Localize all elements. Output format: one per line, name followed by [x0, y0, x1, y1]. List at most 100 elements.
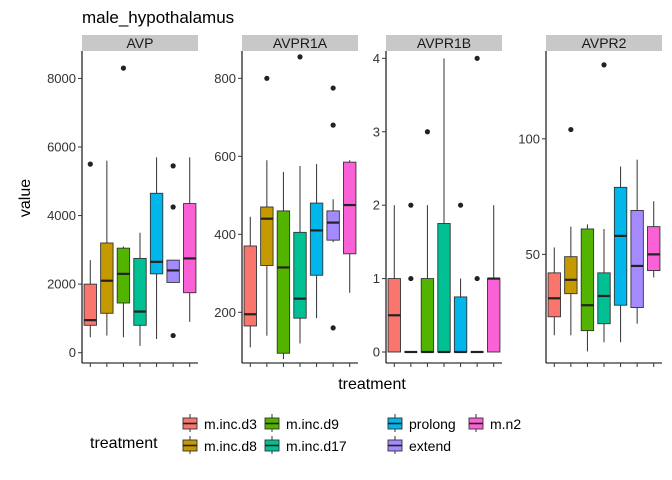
outlier-point: [474, 55, 480, 61]
outlier-point: [170, 163, 176, 169]
box-m-n2: [343, 160, 357, 367]
box-iqr: [83, 283, 97, 326]
facet-strip: [242, 35, 358, 51]
legend-label: m.inc.d9: [286, 416, 339, 432]
box-m-inc-d3: [243, 216, 257, 367]
y-tick-label: 400: [214, 227, 236, 242]
box-m-n2: [487, 205, 501, 367]
box-iqr: [100, 242, 114, 314]
box-m-inc-d17: [437, 58, 451, 367]
box-iqr: [547, 272, 561, 318]
box-m-inc-d8: [404, 202, 418, 367]
outlier-point: [120, 65, 127, 71]
box-iqr: [597, 272, 611, 325]
box-m-inc-d9: [580, 224, 595, 367]
box-iqr: [260, 206, 274, 266]
legend-label: m.inc.d8: [204, 438, 257, 454]
legend-label: prolong: [409, 416, 456, 432]
y-tick-label: 600: [214, 149, 236, 164]
box-iqr: [326, 210, 340, 241]
outlier-point: [568, 126, 574, 133]
legend-item-m-inc-d3: m.inc.d3: [182, 414, 257, 432]
outlier-point: [297, 54, 303, 60]
outlier-point: [474, 275, 480, 282]
box-m-inc-d9: [116, 65, 131, 367]
box-m-inc-d17: [597, 62, 611, 367]
outlier-point: [170, 332, 176, 339]
chart-title: male_hypothalamus: [82, 8, 234, 27]
box-m-inc-d8: [100, 160, 114, 367]
box-m-inc-d9: [276, 171, 291, 367]
outlier-point: [87, 161, 93, 167]
box-iqr: [564, 256, 578, 295]
box-m-inc-d3: [83, 161, 97, 367]
facet-strip-label: AVPR1B: [417, 35, 471, 51]
legend-item-m-inc-d9: m.inc.d9: [264, 414, 339, 432]
facet-strip-label: AVPR1A: [273, 35, 328, 51]
legend-label: m.n2: [490, 416, 521, 432]
box-iqr: [613, 186, 628, 306]
y-tick-label: 100: [518, 131, 540, 146]
box-iqr: [630, 210, 644, 308]
legend-item-extend: extend: [387, 436, 451, 454]
box-iqr: [647, 226, 661, 272]
box-prolong: [149, 157, 164, 367]
box-extend: [326, 85, 340, 367]
box-m-inc-d9: [420, 129, 435, 367]
box-prolong: [453, 202, 468, 367]
facet-strip-label: AVPR2: [582, 35, 627, 51]
box-iqr: [293, 231, 307, 319]
box-iqr: [133, 257, 147, 326]
legend-label: m.inc.d3: [204, 416, 257, 432]
box-iqr: [453, 296, 468, 353]
y-axis-title: value: [17, 179, 34, 217]
facet-strip: [386, 35, 502, 51]
facet-strip: [82, 35, 198, 51]
outlier-point: [457, 202, 464, 208]
legend-item-m-inc-d17: m.inc.d17: [264, 436, 347, 454]
facet-panels: AVP02000400060008000AVPR1A200400600800AV…: [47, 35, 662, 367]
x-axis-title: treatment: [338, 376, 406, 393]
y-tick-label: 2: [373, 198, 380, 213]
box-iqr: [487, 278, 501, 353]
y-tick-label: 0: [69, 345, 76, 360]
y-tick-label: 1: [373, 271, 380, 286]
y-tick-label: 800: [214, 71, 236, 86]
box-iqr: [420, 278, 435, 353]
box-iqr: [116, 247, 131, 304]
legend-label: extend: [409, 438, 451, 454]
facet-strip-label: AVP: [127, 35, 154, 51]
legend-item-prolong: prolong: [387, 414, 456, 432]
legend-title: treatment: [90, 435, 158, 452]
legend-item-m-inc-d8: m.inc.d8: [182, 436, 257, 454]
y-tick-label: 2000: [47, 277, 76, 292]
outlier-point: [330, 85, 336, 91]
outlier-point: [170, 204, 176, 210]
box-m-inc-d17: [133, 232, 147, 367]
outlier-point: [424, 129, 431, 135]
outlier-point: [330, 122, 336, 128]
box-iqr: [343, 161, 357, 255]
box-prolong: [309, 164, 324, 367]
outlier-point: [330, 325, 336, 331]
y-tick-label: 0: [373, 344, 380, 359]
legend-item-m-n2: m.n2: [468, 414, 521, 432]
box-extend: [630, 159, 644, 367]
box-iqr: [309, 202, 324, 276]
box-prolong: [613, 166, 628, 367]
box-iqr: [580, 228, 595, 332]
box-m-inc-d3: [547, 247, 561, 367]
box-m-inc-d17: [293, 54, 307, 367]
box-extend: [470, 55, 484, 367]
legend-label: m.inc.d17: [286, 438, 347, 454]
facet-panel-avp: AVP 0 2000 4000 6000 8000: [47, 35, 198, 367]
y-tick-label: 3: [373, 124, 380, 139]
box-iqr: [183, 203, 197, 294]
outlier-point: [408, 202, 414, 208]
outlier-point: [408, 275, 414, 282]
y-tick-label: 4: [373, 51, 380, 66]
y-tick-label: 8000: [47, 71, 76, 86]
box-iqr: [149, 192, 164, 275]
box-m-inc-d3: [387, 205, 401, 367]
